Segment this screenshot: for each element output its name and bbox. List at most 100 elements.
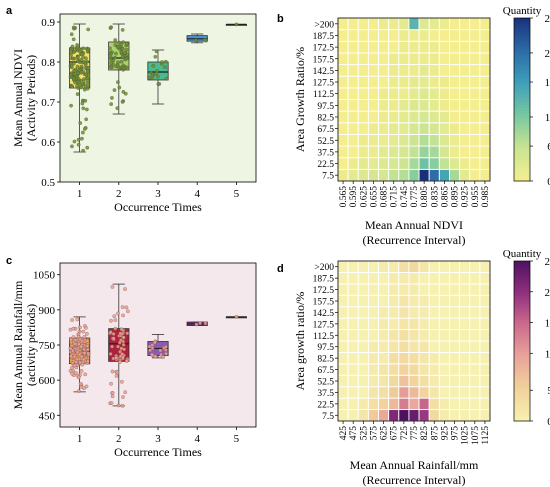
data-point	[85, 343, 90, 348]
heatmap-cell	[428, 17, 440, 31]
x-tick-label: 625	[380, 426, 390, 441]
data-point	[151, 63, 156, 68]
colorbar-segment	[514, 295, 530, 299]
heatmap-cell	[337, 374, 349, 388]
y-tick-label: 22.5	[317, 400, 334, 410]
colorbar-segment	[514, 113, 530, 117]
heatmap-cell	[378, 386, 390, 399]
heatmap-cell	[408, 40, 420, 54]
data-point	[81, 70, 86, 74]
colorbar-tick-label: 6	[547, 141, 550, 153]
colorbar-segment	[514, 351, 530, 355]
heatmap-cell	[408, 397, 420, 411]
panel-c-box-plot: 450 600 750 900 1050 1 2 3 4 5 Occurrence Times Mea…	[11, 262, 257, 459]
data-point	[86, 66, 90, 70]
data-point	[116, 80, 120, 84]
heatmap-cell	[479, 29, 491, 42]
heatmap-cell	[459, 374, 471, 388]
colorbar-segment	[514, 349, 530, 353]
heatmap-cell	[388, 157, 400, 170]
colorbar-segment	[514, 346, 530, 350]
data-point	[72, 342, 77, 346]
colorbar-segment	[514, 94, 530, 98]
data-point	[85, 332, 89, 336]
box-3	[147, 49, 169, 105]
data-point	[155, 69, 159, 73]
data-point	[110, 96, 114, 100]
heatmap-cell	[449, 363, 461, 376]
x-tick-label: 725	[400, 426, 410, 441]
heatmap-cell	[388, 306, 400, 319]
heatmap-cell	[367, 363, 379, 376]
heatmap-cell	[428, 157, 440, 170]
data-point	[108, 330, 113, 334]
data-point	[85, 145, 90, 150]
colorbar-segment	[514, 115, 530, 120]
heatmap-cell	[469, 133, 481, 147]
heatmap-cell	[388, 99, 400, 112]
y-tick-label: 37.5	[317, 389, 334, 399]
colorbar-segment	[514, 266, 530, 270]
heatmap-cell	[428, 294, 440, 308]
heatmap-cell	[449, 397, 461, 411]
x-tick-label: 0.565	[339, 186, 349, 208]
colorbar-segment	[514, 53, 530, 57]
heatmap-cell	[357, 87, 369, 100]
heatmap-cell	[418, 363, 430, 376]
data-point	[81, 106, 86, 111]
heatmap-cell	[367, 145, 379, 159]
heatmap-cell	[418, 397, 430, 411]
heatmap-cell	[347, 374, 359, 388]
heatmap-cell	[357, 306, 369, 319]
data-point	[120, 100, 125, 104]
heatmap-cell	[367, 306, 379, 319]
heatmap-cell	[438, 306, 450, 319]
x-axis-label: Occurrence Times	[114, 445, 202, 459]
x-tick-label: 675	[390, 426, 400, 441]
heatmap-cell	[388, 340, 400, 353]
data-point	[75, 317, 80, 322]
colorbar-segment	[514, 290, 530, 294]
data-point	[119, 327, 124, 332]
heatmap-cell	[398, 133, 410, 147]
colorbar-segment	[514, 325, 530, 329]
x-tick-label: 0.835	[430, 186, 440, 208]
heatmap-cell	[418, 294, 430, 308]
heatmap-cell	[347, 294, 359, 308]
data-point	[121, 395, 125, 399]
heatmap-cell	[367, 40, 379, 54]
data-point	[86, 84, 90, 89]
x-tick-label: 0.895	[451, 186, 461, 208]
data-point	[69, 32, 74, 37]
heatmap-cell	[418, 157, 430, 170]
y-axis-label-line1: Mean Annual Rainfall/mm	[11, 280, 25, 409]
heatmap-cell	[337, 317, 349, 331]
data-point	[150, 75, 155, 80]
heatmap-cell	[367, 29, 379, 42]
heatmap-cell	[449, 122, 461, 135]
heatmap-cell	[357, 329, 369, 342]
heatmap-cell	[449, 260, 461, 273]
heatmap-cell	[438, 329, 450, 342]
data-point	[108, 26, 113, 30]
data-point	[76, 70, 80, 75]
heatmap-cell	[449, 317, 461, 331]
data-point	[116, 311, 120, 316]
x-tick-label: 0.595	[349, 186, 359, 208]
data-point	[108, 54, 113, 59]
colorbar-segment	[514, 399, 530, 403]
heatmap-cell	[337, 271, 349, 285]
heatmap-cell	[378, 157, 390, 170]
heatmap-cell	[449, 64, 461, 77]
data-point	[86, 69, 90, 74]
data-point	[121, 355, 125, 360]
x-tick-label: 4	[194, 188, 200, 200]
heatmap-cell	[357, 52, 369, 66]
heatmap-cell	[418, 329, 430, 342]
colorbar-segment	[514, 64, 530, 68]
data-point	[116, 344, 120, 349]
heatmap-cell	[378, 294, 390, 308]
heatmap-cell	[469, 294, 481, 308]
data-point	[74, 360, 78, 364]
heatmap-cell	[449, 40, 461, 54]
